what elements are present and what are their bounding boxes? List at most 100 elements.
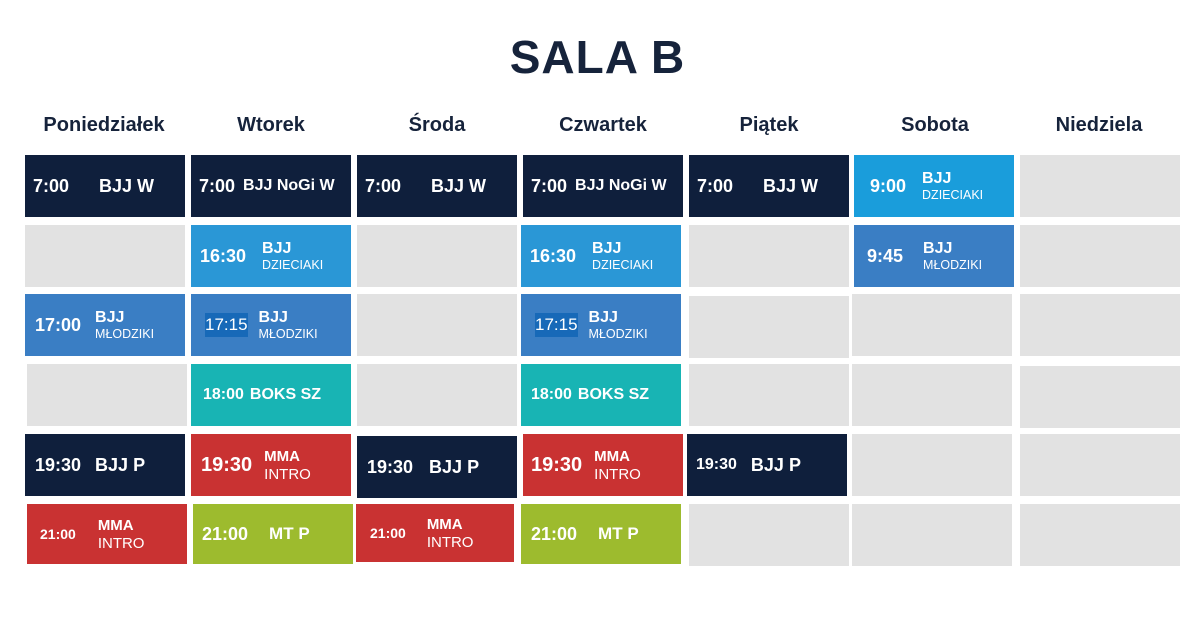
empty-slot	[357, 225, 517, 287]
empty-slot	[852, 434, 1012, 496]
empty-slot	[1020, 294, 1180, 356]
class-time: 21:00	[531, 523, 578, 544]
class-name: BJJ NoGi W	[575, 177, 667, 194]
class-group: INTRO	[97, 534, 145, 552]
class-name: BOKS SZ	[577, 386, 650, 403]
class-time: 17:00	[35, 314, 82, 335]
empty-slot	[689, 296, 849, 358]
class-name: MMA	[426, 515, 463, 533]
class-name: BJJ P	[95, 454, 146, 475]
class-group: DZIECIAKI	[592, 257, 654, 272]
class-time: 19:30	[35, 454, 82, 475]
class-cell-thu-2[interactable]: 16:30 BJJ DZIECIAKI	[521, 225, 681, 287]
class-group: INTRO	[264, 465, 311, 483]
class-name: BJJ	[923, 239, 953, 257]
class-group: MŁODZIKI	[95, 326, 155, 341]
class-group: INTRO	[426, 533, 474, 551]
class-cell-tue-6[interactable]: 21:00 MT P	[193, 504, 353, 564]
class-name: BJJ	[258, 308, 288, 326]
class-label: BJJ MŁODZIKI	[258, 308, 318, 341]
class-cell-sat-2[interactable]: 9:45 BJJ MŁODZIKI	[854, 225, 1014, 287]
empty-slot	[852, 294, 1012, 356]
class-name: BJJ P	[429, 456, 480, 477]
class-group: DZIECIAKI	[922, 187, 984, 202]
class-time: 18:00	[203, 386, 244, 403]
class-cell-fri-1[interactable]: 7:00 BJJ W	[689, 155, 849, 217]
empty-slot	[1020, 155, 1180, 217]
class-group: DZIECIAKI	[262, 257, 324, 272]
class-name: BJJ	[588, 308, 618, 326]
class-label: MMA INTRO	[594, 449, 641, 482]
class-name: MMA	[594, 447, 630, 465]
class-time: 7:00	[697, 175, 734, 196]
day-header-tuesday: Wtorek	[237, 114, 305, 136]
class-cell-mon-6[interactable]: 21:00 MMA INTRO	[27, 504, 187, 564]
day-header-sunday: Niedziela	[1055, 114, 1143, 136]
class-cell-tue-1[interactable]: 7:00 BJJ NoGi W	[191, 155, 351, 217]
class-label: BJJ DZIECIAKI	[262, 239, 324, 272]
class-cell-sat-1[interactable]: 9:00 BJJ DZIECIAKI	[854, 155, 1014, 217]
class-time: 16:30	[200, 245, 247, 266]
class-label: MMA INTRO	[98, 518, 145, 551]
class-name: MT P	[598, 524, 639, 543]
empty-slot	[1020, 366, 1180, 428]
empty-slot	[25, 225, 185, 287]
class-name: MMA	[97, 516, 134, 534]
class-cell-wed-1[interactable]: 7:00 BJJ W	[357, 155, 517, 217]
class-name: BJJ	[592, 239, 622, 257]
class-time: 9:00	[870, 175, 907, 196]
empty-slot	[1020, 225, 1180, 287]
class-cell-thu-1[interactable]: 7:00 BJJ NoGi W	[523, 155, 683, 217]
class-group: MŁODZIKI	[923, 257, 983, 272]
class-time: 18:00	[531, 386, 572, 403]
empty-slot	[689, 225, 849, 287]
class-time: 21:00	[40, 526, 76, 542]
class-time: 19:30	[696, 456, 737, 473]
class-cell-thu-4[interactable]: 18:00 BOKS SZ	[521, 364, 681, 426]
class-group: INTRO	[594, 465, 641, 483]
class-name: BJJ W	[99, 175, 155, 196]
class-group: MŁODZIKI	[258, 326, 318, 341]
class-cell-fri-5[interactable]: 19:30 BJJ P	[687, 434, 847, 496]
empty-slot	[852, 504, 1012, 566]
class-time: 17:15	[205, 313, 248, 337]
empty-slot	[689, 364, 849, 426]
class-cell-wed-6[interactable]: 21:00 MMA INTRO	[356, 504, 514, 562]
class-time: 7:00	[199, 175, 236, 196]
class-label: BJJ DZIECIAKI	[592, 239, 654, 272]
class-time: 7:00	[365, 175, 402, 196]
class-name: BOKS SZ	[249, 386, 322, 403]
class-name: BJJ NoGi W	[243, 177, 335, 194]
class-time: 16:30	[530, 245, 577, 266]
day-header-saturday: Sobota	[901, 114, 969, 136]
class-cell-thu-6[interactable]: 21:00 MT P	[521, 504, 681, 564]
class-cell-mon-3[interactable]: 17:00 BJJ MŁODZIKI	[25, 294, 185, 356]
class-name: BJJ	[922, 169, 952, 187]
class-name: BJJ W	[763, 175, 819, 196]
class-time: 19:30	[367, 456, 414, 477]
class-time: 7:00	[33, 175, 70, 196]
class-cell-tue-3[interactable]: 17:15 BJJ MŁODZIKI	[191, 294, 351, 356]
class-time: 7:00	[531, 175, 568, 196]
empty-slot	[1020, 504, 1180, 566]
class-cell-thu-5[interactable]: 19:30 MMA INTRO	[523, 434, 683, 496]
class-cell-wed-5[interactable]: 19:30 BJJ P	[357, 436, 517, 498]
class-label: MMA INTRO	[264, 449, 311, 482]
class-label: BJJ MŁODZIKI	[588, 308, 648, 341]
class-name: MT P	[269, 524, 310, 543]
class-name: BJJ	[95, 308, 125, 326]
class-cell-tue-5[interactable]: 19:30 MMA INTRO	[191, 434, 351, 496]
empty-slot	[357, 364, 517, 426]
class-cell-thu-3[interactable]: 17:15 BJJ MŁODZIKI	[521, 294, 681, 356]
class-name: MMA	[264, 447, 300, 465]
class-time: 19:30	[201, 453, 253, 476]
class-cell-mon-1[interactable]: 7:00 BJJ W	[25, 155, 185, 217]
class-time: 19:30	[531, 453, 583, 476]
class-cell-tue-4[interactable]: 18:00 BOKS SZ	[191, 364, 351, 426]
class-label: BJJ MŁODZIKI	[923, 239, 983, 272]
class-name: BJJ	[262, 239, 292, 257]
empty-slot	[27, 364, 187, 426]
day-header-wednesday: Środa	[408, 114, 466, 136]
class-cell-tue-2[interactable]: 16:30 BJJ DZIECIAKI	[191, 225, 351, 287]
class-cell-mon-5[interactable]: 19:30 BJJ P	[25, 434, 185, 496]
